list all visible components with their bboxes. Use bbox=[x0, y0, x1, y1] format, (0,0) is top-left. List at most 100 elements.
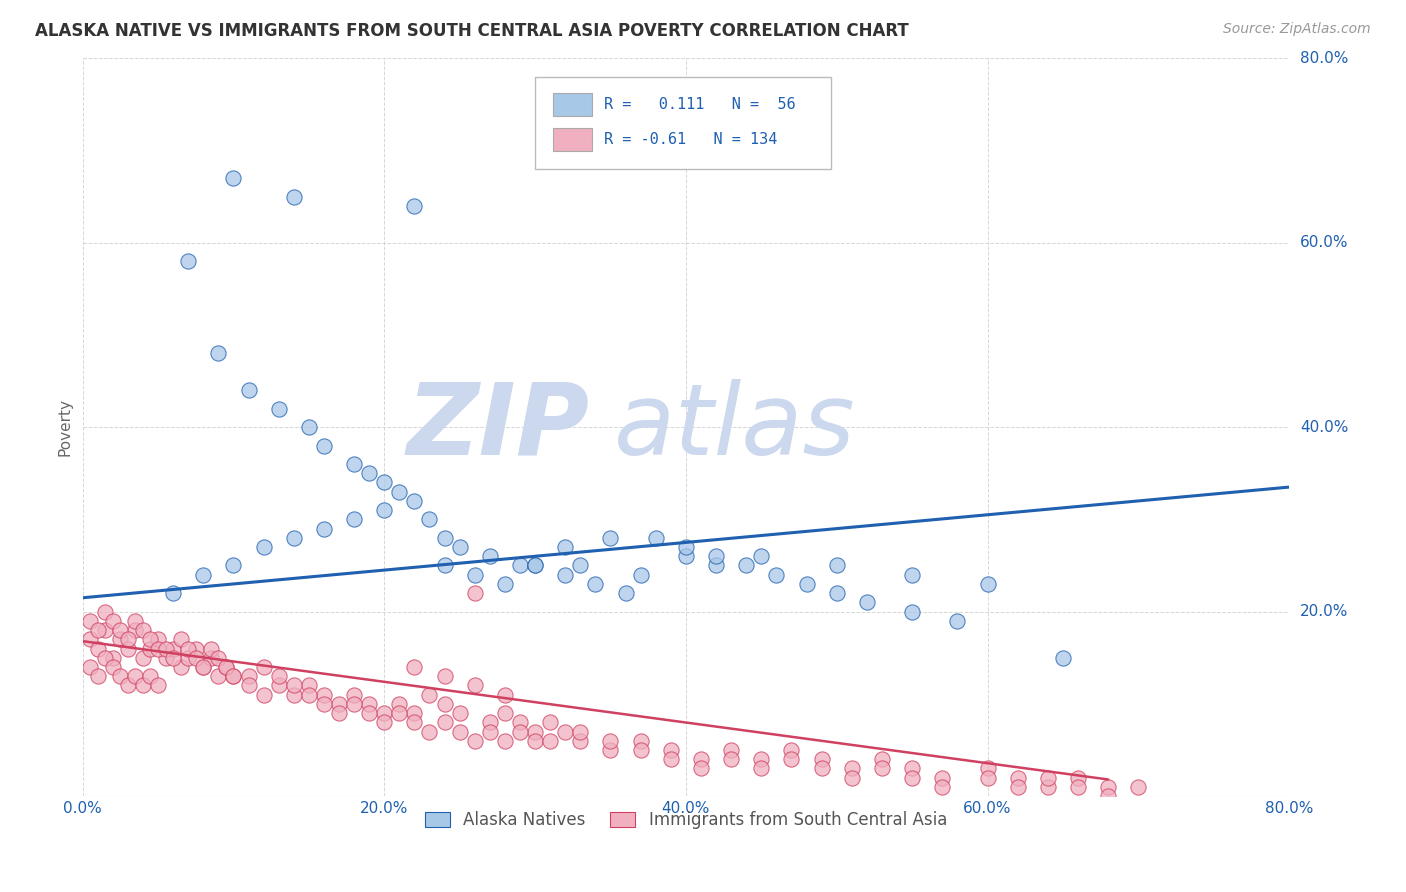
Point bbox=[252, 688, 274, 702]
Text: ALASKA NATIVE VS IMMIGRANTS FROM SOUTH CENTRAL ASIA POVERTY CORRELATION CHART: ALASKA NATIVE VS IMMIGRANTS FROM SOUTH C… bbox=[35, 22, 908, 40]
Point bbox=[569, 733, 592, 747]
Y-axis label: Poverty: Poverty bbox=[58, 398, 72, 456]
Point bbox=[524, 724, 547, 739]
Point bbox=[177, 254, 200, 268]
Point bbox=[359, 467, 381, 481]
Point bbox=[524, 733, 547, 747]
Point bbox=[478, 549, 501, 564]
Point bbox=[193, 660, 215, 674]
Point bbox=[101, 614, 124, 628]
Point bbox=[690, 752, 713, 766]
Point bbox=[554, 567, 576, 582]
Point bbox=[946, 614, 969, 628]
Point bbox=[418, 512, 440, 526]
Point bbox=[184, 641, 207, 656]
Point bbox=[155, 650, 177, 665]
Point bbox=[146, 641, 169, 656]
Point bbox=[328, 697, 350, 711]
Point bbox=[749, 752, 772, 766]
Point bbox=[901, 771, 924, 785]
Point bbox=[765, 567, 787, 582]
Point bbox=[1036, 780, 1059, 794]
Point bbox=[200, 641, 222, 656]
Point bbox=[267, 401, 290, 416]
Point bbox=[110, 632, 132, 647]
Point bbox=[1007, 771, 1029, 785]
Point bbox=[494, 577, 516, 591]
Point bbox=[599, 743, 621, 757]
Point bbox=[901, 567, 924, 582]
Point bbox=[238, 678, 260, 692]
Point bbox=[215, 660, 238, 674]
Text: ZIP: ZIP bbox=[406, 378, 589, 475]
Point bbox=[433, 558, 456, 573]
Point bbox=[1067, 780, 1090, 794]
Point bbox=[312, 688, 335, 702]
Point bbox=[509, 724, 531, 739]
Point bbox=[215, 660, 238, 674]
Point bbox=[132, 678, 155, 692]
Point bbox=[373, 475, 395, 490]
Point bbox=[238, 383, 260, 397]
Point bbox=[780, 743, 803, 757]
Point bbox=[404, 494, 426, 508]
Point bbox=[796, 577, 818, 591]
Point bbox=[599, 531, 621, 545]
Point bbox=[207, 650, 229, 665]
Point bbox=[931, 771, 953, 785]
Point bbox=[825, 586, 848, 600]
Text: 40.0%: 40.0% bbox=[1301, 419, 1348, 434]
Point bbox=[207, 669, 229, 683]
Point bbox=[841, 761, 863, 775]
Point bbox=[1097, 780, 1119, 794]
Point bbox=[404, 660, 426, 674]
Point bbox=[283, 189, 305, 203]
Point bbox=[222, 669, 245, 683]
Point bbox=[976, 577, 998, 591]
Point bbox=[124, 623, 146, 637]
Point bbox=[554, 724, 576, 739]
Point bbox=[373, 503, 395, 517]
Point bbox=[630, 733, 652, 747]
Point bbox=[79, 660, 101, 674]
Point bbox=[117, 641, 139, 656]
Point bbox=[449, 724, 471, 739]
Point bbox=[870, 761, 893, 775]
Point bbox=[86, 641, 108, 656]
Point bbox=[856, 595, 879, 609]
Point bbox=[146, 632, 169, 647]
Point bbox=[252, 660, 274, 674]
Point bbox=[841, 771, 863, 785]
Point bbox=[184, 650, 207, 665]
Point bbox=[509, 558, 531, 573]
Point bbox=[630, 743, 652, 757]
Point bbox=[373, 715, 395, 730]
Point bbox=[146, 678, 169, 692]
Point bbox=[298, 678, 321, 692]
Point bbox=[388, 697, 411, 711]
Point bbox=[704, 549, 727, 564]
Point bbox=[449, 706, 471, 720]
Point bbox=[124, 614, 146, 628]
Point bbox=[404, 706, 426, 720]
Point bbox=[901, 761, 924, 775]
Point bbox=[343, 688, 366, 702]
Point bbox=[193, 567, 215, 582]
Point bbox=[110, 669, 132, 683]
Point bbox=[267, 678, 290, 692]
Text: 80.0%: 80.0% bbox=[1301, 51, 1348, 66]
Point bbox=[139, 632, 162, 647]
Point bbox=[132, 650, 155, 665]
Point bbox=[464, 586, 486, 600]
Point bbox=[494, 688, 516, 702]
Point bbox=[388, 484, 411, 499]
Point bbox=[222, 171, 245, 186]
Point bbox=[267, 669, 290, 683]
Point bbox=[298, 420, 321, 434]
Point bbox=[343, 512, 366, 526]
Text: atlas: atlas bbox=[613, 378, 855, 475]
Point bbox=[1052, 650, 1074, 665]
Point bbox=[139, 641, 162, 656]
Point bbox=[207, 346, 229, 360]
Point bbox=[690, 761, 713, 775]
